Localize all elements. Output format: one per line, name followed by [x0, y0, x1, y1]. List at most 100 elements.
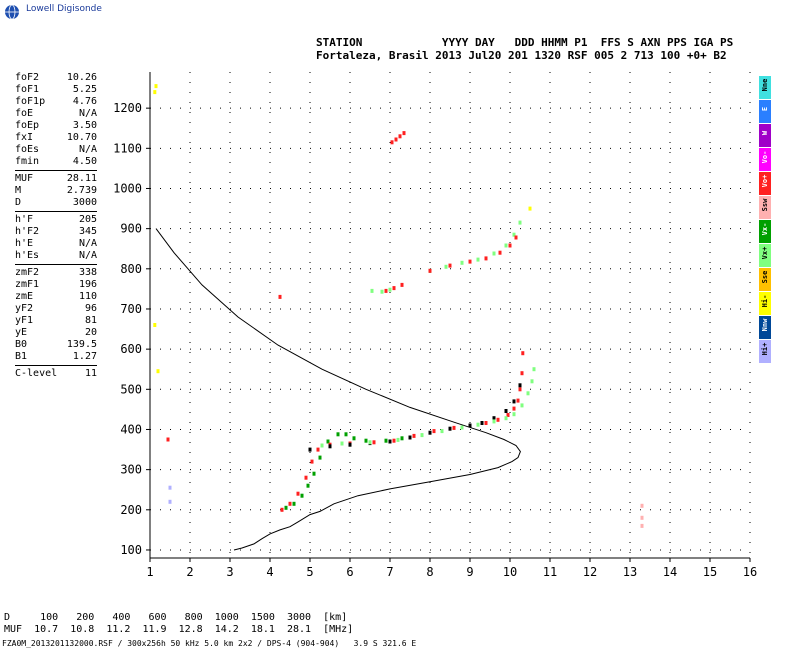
echo-point	[408, 435, 412, 440]
x-tick-label: 10	[503, 565, 517, 579]
param-row: zmF2 338	[15, 267, 97, 279]
echo-point	[428, 430, 432, 435]
echo-point	[460, 260, 464, 265]
echo-point	[532, 367, 536, 372]
echo-point	[400, 282, 404, 287]
echo-point	[318, 455, 322, 460]
echo-point	[380, 289, 384, 294]
param-value: 20	[84, 327, 97, 338]
echo-point	[480, 421, 484, 425]
param-row: zmE 110	[15, 291, 97, 303]
echo-point	[492, 416, 496, 421]
echo-point	[508, 243, 512, 248]
param-row: yE 20	[15, 327, 97, 339]
echo-point	[420, 433, 424, 438]
param-row: fmin 4.50	[15, 156, 97, 168]
echo-point	[284, 505, 288, 510]
legend-label: Vx-	[761, 222, 769, 236]
param-name: yF1	[15, 315, 34, 326]
x-tick-label: 9	[466, 565, 473, 579]
legend-label: Vx+	[761, 246, 769, 260]
echo-point	[506, 413, 510, 417]
echo-point	[392, 438, 396, 443]
globe-icon	[5, 4, 19, 20]
param-row: h'E N/A	[15, 238, 97, 250]
param-row: B1 1.27	[15, 351, 97, 363]
param-row: fxI 10.70	[15, 132, 97, 144]
echo-point	[492, 419, 496, 424]
param-name: D	[15, 197, 22, 208]
echo-point	[476, 257, 480, 262]
echo-point	[168, 485, 172, 490]
param-row: foF1p 4.76	[15, 96, 97, 108]
param-value: 2.739	[66, 185, 97, 196]
echo-point	[518, 383, 522, 388]
x-tick-label: 7	[386, 565, 393, 579]
legend-item: Nnw	[759, 316, 771, 339]
x-tick-label: 4	[266, 565, 273, 579]
x-tick-label: 1	[146, 565, 153, 579]
param-value: N/A	[78, 144, 97, 155]
echo-point	[528, 206, 532, 211]
param-value: N/A	[78, 250, 97, 261]
param-value: 28.11	[66, 173, 97, 184]
echo-point	[344, 432, 348, 437]
echo-point	[512, 232, 516, 237]
param-value: 4.76	[72, 96, 97, 107]
echo-point	[300, 493, 304, 498]
legend-item: Nne	[759, 76, 771, 99]
param-row: foF2 10.26	[15, 72, 97, 84]
echo-point	[166, 437, 170, 442]
echo-point	[460, 425, 464, 430]
echo-point	[640, 503, 644, 508]
echo-point	[278, 294, 282, 299]
param-value: 3000	[72, 197, 97, 208]
echo-point	[448, 263, 452, 268]
y-tick-label: 100	[120, 543, 142, 557]
param-name: zmF2	[15, 267, 40, 278]
echo-point	[398, 134, 402, 139]
param-name: fxI	[15, 132, 34, 143]
x-tick-label: 11	[543, 565, 557, 579]
echo-point	[516, 398, 520, 403]
y-tick-label: 900	[120, 222, 142, 236]
echo-point	[306, 483, 310, 488]
echo-point	[348, 442, 352, 447]
echo-point	[512, 406, 516, 411]
echo-point	[364, 438, 368, 443]
distance-row: D 100 200 400 600 800 1000 1500 3000 [km…	[4, 612, 348, 623]
echo-point	[496, 417, 500, 422]
echo-point	[388, 439, 392, 444]
param-value: 338	[78, 267, 97, 278]
y-tick-label: 1000	[113, 181, 142, 195]
echo-point	[292, 501, 296, 506]
echo-point	[526, 391, 530, 396]
x-tick-label: 13	[623, 565, 637, 579]
param-value: 3.50	[72, 120, 97, 131]
echo-point	[521, 351, 525, 356]
file-info: FZA0M_2013201132000.RSF / 300x256h 50 kH…	[2, 639, 417, 648]
param-value: 81	[84, 315, 97, 326]
param-value: 5.25	[72, 84, 97, 95]
param-separator	[15, 170, 97, 171]
echo-point	[308, 447, 312, 452]
x-tick-label: 3	[226, 565, 233, 579]
param-value: 196	[78, 279, 97, 290]
param-name: h'F2	[15, 226, 40, 237]
legend-item: W	[759, 124, 771, 147]
param-separator	[15, 211, 97, 212]
echo-point	[498, 250, 502, 255]
legend-item: Hi-	[759, 292, 771, 315]
param-value: 10.26	[66, 72, 97, 83]
echo-point	[468, 423, 472, 428]
y-tick-label: 200	[120, 503, 142, 517]
echo-point	[312, 471, 316, 476]
echo-point	[432, 429, 436, 434]
param-name: C-level	[15, 368, 58, 379]
y-tick-label: 1200	[113, 101, 142, 115]
legend-label: Vo-	[761, 150, 769, 164]
legend-label: Hi-	[761, 294, 769, 308]
legend-item: E	[759, 100, 771, 123]
echo-point	[530, 379, 534, 384]
echo-point	[326, 439, 330, 444]
